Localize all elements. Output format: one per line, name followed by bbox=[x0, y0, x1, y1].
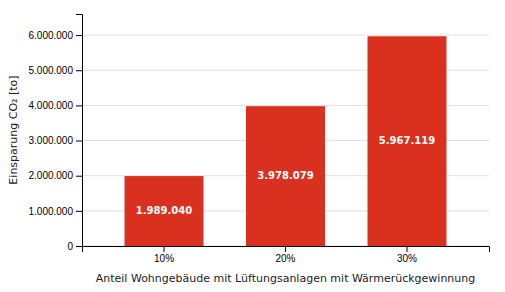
y-tick-mark bbox=[76, 35, 82, 36]
y-tick: 0 bbox=[67, 241, 82, 252]
y-tick: 3.000.000 bbox=[29, 135, 83, 146]
x-tick: 20% bbox=[275, 246, 295, 264]
bar bbox=[368, 36, 447, 246]
y-tick-label: 4.000.000 bbox=[29, 100, 74, 111]
y-tick-mark bbox=[76, 70, 82, 71]
x-axis-title: Anteil Wohngebäude mit Lüftungsanlagen m… bbox=[96, 272, 476, 285]
data-label: 1.989.040 bbox=[136, 205, 192, 216]
bar bbox=[125, 176, 204, 246]
y-tick-mark bbox=[76, 246, 82, 247]
y-axis: 0 1.000.000 2.000.000 3.000.000 4.000.000 5.0… bbox=[29, 15, 83, 252]
bar bbox=[246, 106, 325, 246]
y-tick-mark bbox=[76, 176, 82, 177]
x-tick-mark bbox=[285, 246, 286, 252]
y-tick: 6.000.000 bbox=[29, 30, 83, 41]
x-tick-label: 10% bbox=[154, 253, 174, 264]
x-tick-mark bbox=[406, 246, 407, 252]
y-tick-mark bbox=[76, 105, 82, 106]
y-tick: 1.000.000 bbox=[29, 206, 83, 217]
y-tick: 4.000.000 bbox=[29, 100, 83, 111]
x-tick: 30% bbox=[397, 246, 417, 264]
y-axis-title: Einsparung CO₂ [to] bbox=[7, 75, 20, 184]
data-label: 5.967.119 bbox=[379, 135, 435, 146]
data-label: 3.978.079 bbox=[257, 170, 313, 181]
chart: 1.989.040 3.978.079 5.967.119 10% 20% 30% 0 1.0… bbox=[0, 0, 505, 292]
y-tick-label: 0 bbox=[67, 241, 73, 252]
y-tick-label: 3.000.000 bbox=[29, 135, 74, 146]
grid bbox=[82, 35, 489, 246]
y-tick-label: 2.000.000 bbox=[29, 170, 74, 181]
y-tick-label: 1.000.000 bbox=[29, 206, 74, 217]
data-labels: 1.989.040 3.978.079 5.967.119 bbox=[136, 135, 435, 216]
x-axis-line bbox=[83, 247, 490, 253]
y-tick-mark bbox=[76, 141, 82, 142]
plot: 1.989.040 3.978.079 5.967.119 10% 20% 30% 0 1.0… bbox=[29, 15, 490, 265]
y-tick-label: 6.000.000 bbox=[29, 30, 74, 41]
y-tick-mark bbox=[76, 211, 82, 212]
x-tick-label: 30% bbox=[397, 253, 417, 264]
y-tick: 2.000.000 bbox=[29, 170, 83, 181]
grid-line bbox=[82, 35, 489, 36]
x-tick-label: 20% bbox=[275, 253, 295, 264]
x-tick-mark bbox=[164, 246, 165, 252]
y-tick-label: 5.000.000 bbox=[29, 65, 74, 76]
x-axis: 10% 20% 30% bbox=[83, 246, 490, 264]
x-tick: 10% bbox=[154, 246, 174, 264]
bars bbox=[125, 36, 447, 246]
y-tick: 5.000.000 bbox=[29, 65, 83, 76]
y-axis-line bbox=[76, 15, 83, 247]
